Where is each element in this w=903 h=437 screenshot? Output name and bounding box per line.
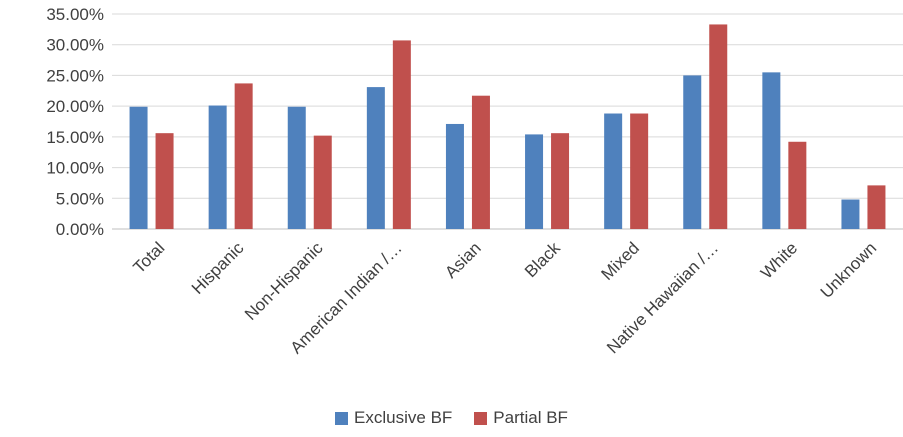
bar-exclusive-bf bbox=[841, 199, 860, 229]
x-tick-label: White bbox=[757, 238, 801, 282]
legend-item-exclusive-bf: Exclusive BF bbox=[335, 408, 452, 428]
y-tick-label: 0.00% bbox=[56, 220, 104, 239]
y-tick-label: 30.00% bbox=[46, 36, 104, 55]
y-tick-label: 25.00% bbox=[46, 66, 104, 85]
bar-partial-bf bbox=[709, 24, 728, 230]
x-tick-label: Non-Hispanic bbox=[241, 238, 327, 324]
legend: Exclusive BF Partial BF bbox=[0, 408, 903, 428]
legend-item-partial-bf: Partial BF bbox=[474, 408, 568, 428]
legend-swatch-partial-bf bbox=[474, 411, 488, 425]
y-tick-label: 35.00% bbox=[46, 5, 104, 24]
bar-exclusive-bf bbox=[762, 72, 781, 229]
legend-label-exclusive-bf: Exclusive BF bbox=[354, 408, 453, 427]
x-tick-label: Mixed bbox=[597, 238, 643, 284]
bar-partial-bf bbox=[471, 95, 490, 229]
bar-exclusive-bf bbox=[129, 106, 148, 229]
bar-partial-bf bbox=[630, 113, 649, 229]
bar-partial-bf bbox=[155, 133, 174, 229]
bar-partial-bf bbox=[313, 135, 332, 229]
bar-partial-bf bbox=[392, 40, 411, 229]
bar-exclusive-bf bbox=[208, 105, 227, 229]
bar-exclusive-bf bbox=[604, 113, 623, 229]
bar-partial-bf bbox=[867, 185, 886, 229]
y-tick-label: 5.00% bbox=[56, 189, 104, 208]
bar-exclusive-bf bbox=[445, 123, 464, 229]
y-tick-label: 15.00% bbox=[46, 128, 104, 147]
bar-partial-bf bbox=[788, 141, 807, 229]
y-tick-label: 10.00% bbox=[46, 159, 104, 178]
legend-label-partial-bf: Partial BF bbox=[493, 408, 568, 427]
bar-exclusive-bf bbox=[525, 134, 544, 229]
bar-exclusive-bf bbox=[366, 87, 385, 229]
x-tick-label: Asian bbox=[441, 238, 485, 282]
x-tick-label: Total bbox=[130, 238, 169, 277]
bar-partial-bf bbox=[551, 133, 570, 229]
bar-exclusive-bf bbox=[287, 106, 306, 229]
x-tick-label: Black bbox=[521, 238, 564, 281]
legend-swatch-exclusive-bf bbox=[335, 411, 349, 425]
bar-exclusive-bf bbox=[683, 75, 702, 229]
x-tick-label: Hispanic bbox=[188, 238, 248, 298]
y-tick-label: 20.00% bbox=[46, 97, 104, 116]
x-tick-label: Unknown bbox=[817, 238, 881, 302]
bar-partial-bf bbox=[234, 83, 253, 230]
